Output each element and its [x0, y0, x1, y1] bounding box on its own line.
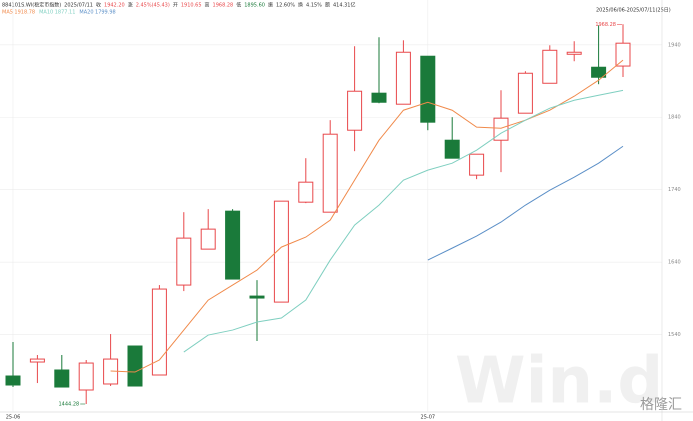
y-tick-label: 1740	[668, 187, 681, 193]
y-tick-label: 1640	[668, 260, 681, 266]
header-item: 1895.60	[244, 3, 265, 9]
header-item: 高	[205, 2, 210, 9]
header-item: 振	[268, 2, 273, 9]
header-item: 2025/07/11	[64, 3, 93, 9]
candle-body	[151, 288, 167, 376]
x-tick-label: 25-06	[6, 415, 21, 421]
candle-body	[249, 295, 265, 299]
range-label: 2025/06/06-2025/07/11(25日)	[596, 8, 671, 14]
header-item: 1942.20	[104, 3, 125, 9]
candle-body	[273, 200, 289, 303]
header-item: 涨	[128, 2, 133, 9]
header-item: 开	[173, 3, 178, 9]
header-item: 收	[96, 2, 101, 9]
watermark: Win.d	[455, 345, 663, 419]
max-label: 1968.28	[595, 22, 616, 28]
header-item: 1910.65	[181, 3, 202, 9]
candle-body	[127, 345, 143, 387]
ma-line	[427, 145, 624, 261]
candle-body	[322, 133, 338, 213]
candle-body	[200, 228, 216, 250]
candle-body	[615, 42, 631, 67]
ma-line	[110, 59, 624, 373]
candle-body	[566, 51, 582, 55]
legend-value: 1918.78	[14, 10, 35, 16]
candle-body	[542, 49, 558, 84]
candle-body	[78, 362, 94, 391]
candle-body	[347, 90, 363, 131]
ma-line	[183, 89, 624, 353]
y-tick-label: 1940	[668, 42, 681, 48]
candle-body	[517, 72, 533, 114]
candle-body	[225, 210, 241, 280]
header-item: 换	[298, 2, 303, 9]
candle-body	[395, 51, 411, 105]
legend-name: MA20	[79, 10, 93, 16]
header-item: 4.15%	[306, 3, 322, 9]
legend-value: 1877.11	[55, 10, 76, 16]
legend-name: MA5	[2, 10, 13, 16]
legend-name: MA10	[39, 10, 53, 16]
candle-body	[469, 153, 485, 176]
header-item: 额	[325, 2, 330, 9]
header-item: 12.60%	[276, 3, 295, 9]
candle-body	[176, 237, 192, 286]
logo: 格隆汇	[640, 397, 682, 413]
header-item: 884101S.WI(稳定币指数)	[2, 2, 61, 9]
header-item: 414.31亿	[333, 2, 356, 9]
min-label: 1444.28	[59, 402, 80, 408]
y-tick-label: 1840	[668, 115, 681, 121]
candle-body	[29, 358, 45, 363]
header-item: 2.45%(45.43)	[136, 3, 170, 9]
candle-body	[420, 55, 436, 123]
candle-body	[298, 181, 314, 203]
header-item: 1968.28	[213, 3, 234, 9]
header-item: 低	[236, 2, 241, 9]
candle-body	[5, 375, 21, 386]
candle-body	[591, 66, 607, 78]
y-tick-label: 1540	[668, 332, 681, 338]
legend-value: 1799.98	[95, 10, 116, 16]
candle-body	[444, 139, 460, 159]
x-tick-label: 25-07	[421, 415, 436, 421]
candle-body	[371, 92, 387, 103]
candle-body	[54, 369, 70, 388]
